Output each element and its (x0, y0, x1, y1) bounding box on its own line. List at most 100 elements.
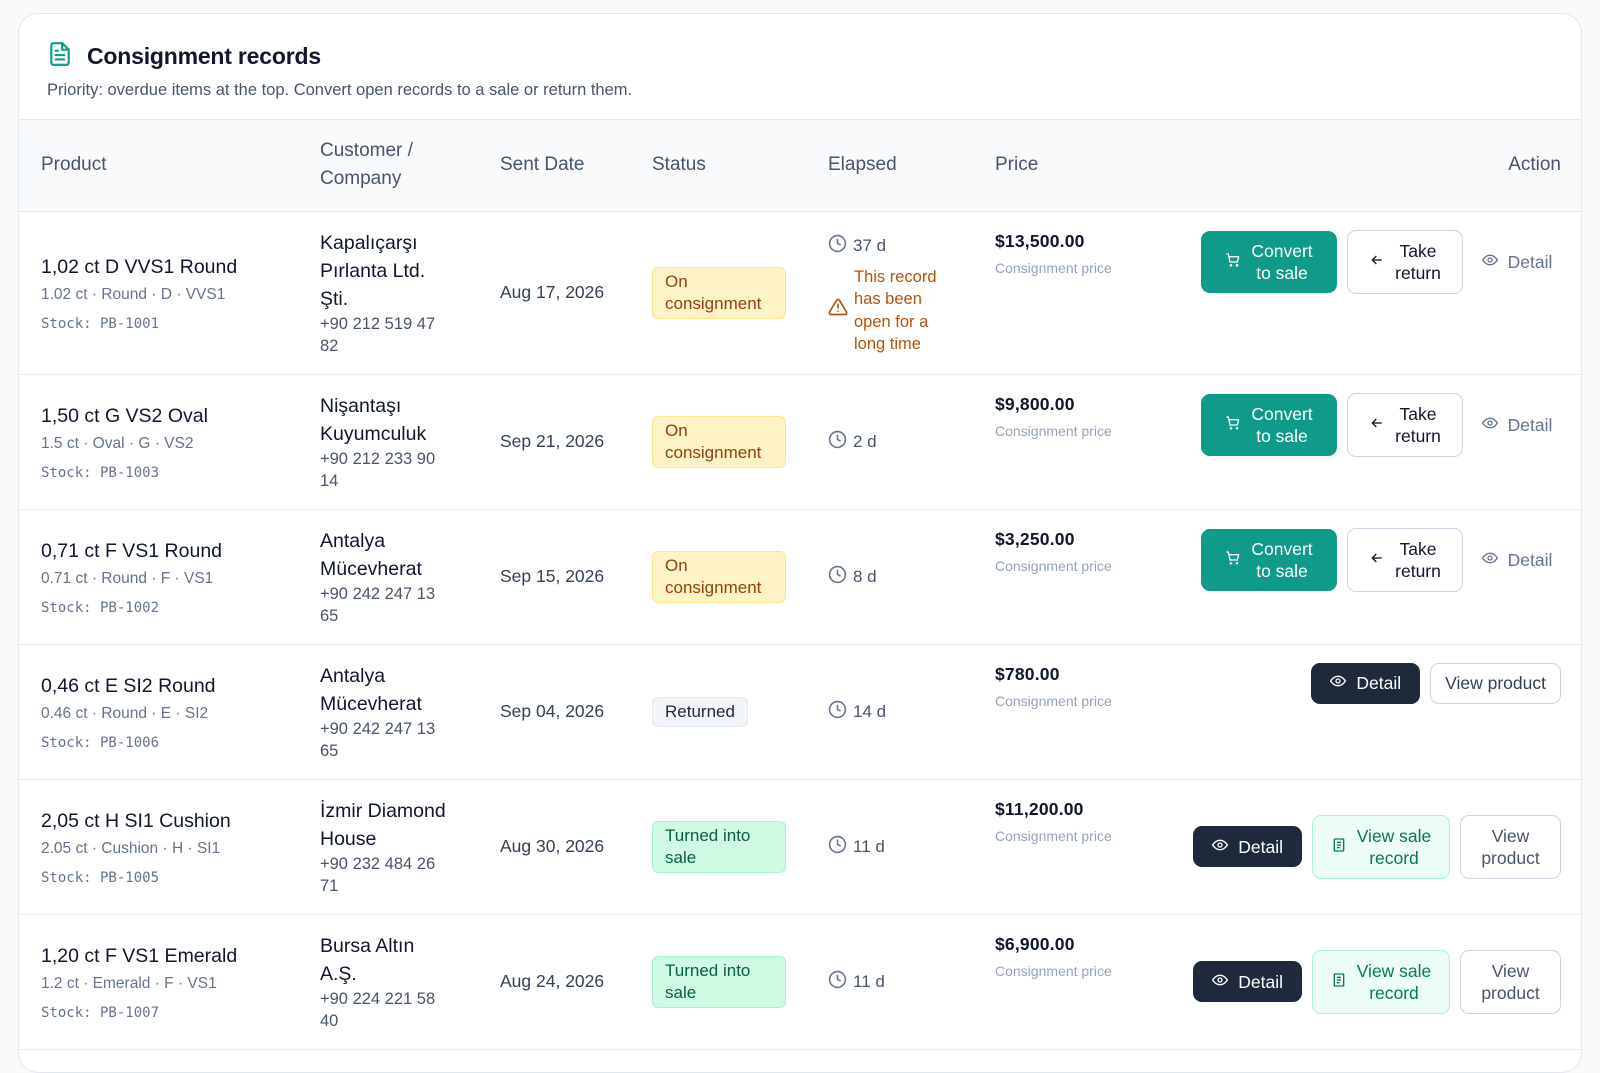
detail-button[interactable]: Detail (1473, 403, 1561, 447)
convert-to-sale-button[interactable]: Convert to sale (1201, 230, 1337, 293)
table-row: 2,05 ct H SI1 Cushion 2.05 ct · Cushion … (19, 779, 1581, 914)
product-spec: 1.2 ct · Emerald · F · VS1 (41, 975, 217, 992)
action-cell: Convert to sale Take return Detail (1161, 374, 1581, 509)
price-cell: $11,200.00 Consignment price (995, 779, 1161, 914)
elapsed-cell: 11 d (828, 779, 995, 914)
status-cell: Turned into sale (652, 779, 828, 914)
product-stock: Stock: PB-1006 (41, 735, 160, 751)
detail-button[interactable]: Detail (1473, 538, 1561, 582)
status-badge: On consignment (652, 550, 786, 603)
sent-date: Sep 04, 2026 (500, 701, 605, 721)
col-header-price[interactable]: Price (995, 154, 1039, 176)
col-header-action: Action (1508, 154, 1561, 176)
price-label: Consignment price (995, 422, 1112, 439)
status-badge: On consignment (652, 415, 786, 468)
eye-icon (1481, 549, 1498, 571)
action-cell: Detail View sale record View product (1161, 779, 1581, 914)
detail-button[interactable]: Detail (1193, 961, 1302, 1002)
arrow-left-icon (1369, 414, 1385, 436)
convert-to-sale-button[interactable]: Convert to sale (1201, 528, 1337, 591)
arrow-left-icon (1369, 549, 1385, 571)
view-sale-record-button[interactable]: View sale record (1312, 949, 1450, 1014)
card-header: Consignment records Priority: overdue it… (19, 14, 1581, 120)
detail-button[interactable]: Detail (1193, 826, 1302, 867)
price-value: $780.00 (995, 663, 1060, 684)
receipt-icon (1331, 836, 1347, 858)
customer-name: Nişantaşı Kuyumculuk (320, 394, 427, 445)
price-cell: $780.00 Consignment price (995, 644, 1161, 779)
clock-icon (828, 970, 847, 994)
product-name: 0,46 ct E SI2 Round (41, 675, 216, 697)
elapsed-value: 14 d (853, 701, 887, 721)
clock-icon (828, 835, 847, 859)
col-header-elapsed[interactable]: Elapsed (828, 154, 897, 176)
customer-name: İzmir Diamond House (320, 799, 446, 850)
customer-cell: Kapalıçarşı Pırlanta Ltd. Şti. +90 212 519… (320, 211, 500, 374)
cart-icon (1225, 414, 1241, 436)
col-header-status[interactable]: Status (652, 154, 706, 176)
table-row: 1,02 ct D VVS1 Round 1.02 ct · Round · D… (19, 211, 1581, 374)
product-spec: 0.46 ct · Round · E · SI2 (41, 705, 209, 722)
elapsed-value: 2 d (853, 431, 877, 451)
status-cell: On consignment (652, 211, 828, 374)
sent-date: Aug 17, 2026 (500, 282, 605, 302)
product-spec: 1.02 ct · Round · D · VVS1 (41, 286, 226, 303)
price-cell: $6,900.00 Consignment price (995, 914, 1161, 1049)
customer-phone: +90 212 233 90 14 (320, 449, 436, 490)
elapsed-value: 11 d (853, 971, 885, 991)
eye-icon (1330, 672, 1347, 694)
customer-phone: +90 242 247 13 65 (320, 584, 436, 625)
customer-cell: Nişantaşı Kuyumculuk +90 212 233 90 14 (320, 374, 500, 509)
take-return-button[interactable]: Take return (1347, 229, 1463, 294)
table-row: 1,20 ct F VS1 Emerald 1.2 ct · Emerald ·… (19, 914, 1581, 1049)
status-badge: On consignment (652, 266, 786, 319)
product-spec: 0.71 ct · Round · F · VS1 (41, 570, 214, 587)
status-badge: Returned (652, 696, 748, 727)
eye-icon (1212, 836, 1229, 858)
view-product-button[interactable]: View product (1460, 814, 1561, 879)
detail-button[interactable]: Detail (1311, 662, 1421, 704)
product-stock: Stock: PB-1005 (41, 870, 160, 886)
warning-triangle-icon (828, 297, 848, 324)
view-product-button[interactable]: View product (1460, 949, 1561, 1014)
status-cell: Returned (652, 644, 828, 779)
take-return-button[interactable]: Take return (1347, 527, 1463, 592)
elapsed-cell: 8 d (828, 509, 995, 644)
price-label: Consignment price (995, 827, 1112, 844)
action-cell: Convert to sale Take return Detail (1161, 211, 1581, 374)
page-title: Consignment records (87, 43, 321, 69)
product-name: 1,02 ct D VVS1 Round (41, 256, 238, 278)
customer-cell: Antalya Mücevherat +90 242 247 13 65 (320, 644, 500, 779)
view-sale-record-button[interactable]: View sale record (1312, 814, 1450, 879)
action-cell: Detail View product (1161, 644, 1581, 779)
convert-to-sale-button[interactable]: Convert to sale (1201, 393, 1337, 456)
eye-icon (1481, 414, 1498, 436)
sent-date: Aug 30, 2026 (500, 836, 605, 856)
col-header-sent-date[interactable]: Sent Date (500, 154, 585, 176)
price-value: $3,250.00 (995, 528, 1075, 549)
table-row: 0,46 ct E SI2 Round 0.46 ct · Round · E … (19, 644, 1581, 779)
table-header-row: Product Customer / Company Sent Date Stat… (19, 120, 1581, 211)
col-header-customer[interactable]: Customer / Company (320, 140, 413, 190)
col-header-product[interactable]: Product (41, 154, 107, 176)
elapsed-value: 8 d (853, 566, 877, 586)
detail-button[interactable]: Detail (1473, 240, 1561, 284)
product-stock: Stock: PB-1001 (41, 316, 160, 332)
product-cell: 2,05 ct H SI1 Cushion 2.05 ct · Cushion … (19, 779, 320, 914)
product-stock: Stock: PB-1003 (41, 465, 160, 481)
document-icon (47, 41, 73, 72)
action-cell: Convert to sale Take return Detail (1161, 509, 1581, 644)
customer-name: Bursa Altın A.Ş. (320, 934, 415, 985)
consignment-table: Product Customer / Company Sent Date Stat… (19, 120, 1581, 1050)
price-label: Consignment price (995, 259, 1112, 276)
price-cell: $3,250.00 Consignment price (995, 509, 1161, 644)
sent-date: Aug 24, 2026 (500, 971, 605, 991)
sent-date: Sep 15, 2026 (500, 566, 605, 586)
view-product-button[interactable]: View product (1430, 662, 1561, 704)
cart-icon (1225, 251, 1241, 273)
product-cell: 1,50 ct G VS2 Oval 1.5 ct · Oval · G · V… (19, 374, 320, 509)
price-label: Consignment price (995, 557, 1112, 574)
take-return-button[interactable]: Take return (1347, 392, 1463, 457)
clock-icon (828, 700, 847, 724)
product-spec: 2.05 ct · Cushion · H · SI1 (41, 840, 221, 857)
